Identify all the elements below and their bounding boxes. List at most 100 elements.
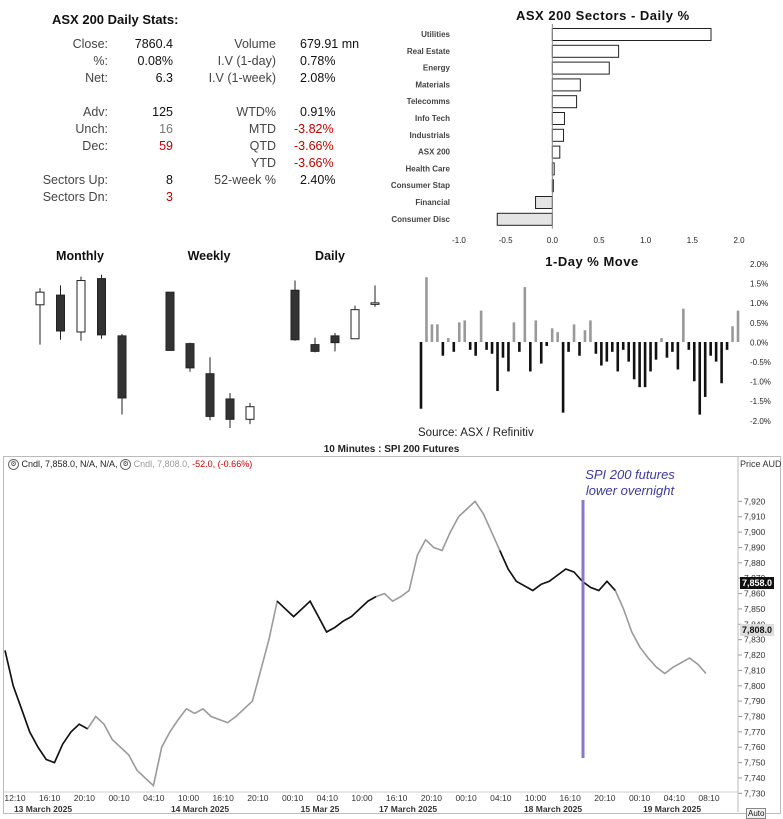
stat-label: I.V (1-day) [217, 54, 276, 68]
price-tick-label: 7,750 [744, 758, 766, 768]
auto-scale-button[interactable]: Auto [746, 808, 767, 819]
stat-label: Net: [85, 71, 108, 85]
legend-series2-value: 7,808.0, [157, 459, 190, 469]
candle-panel-title: Weekly [188, 249, 231, 263]
move-bar [589, 320, 592, 342]
sector-bar [535, 196, 553, 209]
move-bar [605, 342, 609, 362]
candle-body [56, 294, 65, 332]
move-bar [479, 310, 483, 342]
move-bar [550, 328, 554, 342]
move-bar [600, 342, 603, 366]
move-bar [529, 342, 532, 372]
sector-tick-label: -0.5 [499, 236, 513, 245]
candle-body [225, 398, 235, 420]
move-bar [736, 310, 740, 342]
chart-annotation: SPI 200 futures lower overnight [585, 467, 675, 498]
stat-value: 16 [159, 122, 173, 136]
move-bar [447, 338, 450, 342]
time-tick-label: 04:10 [143, 793, 165, 803]
move-bar [430, 324, 434, 342]
legend-series2-name: Cndl, [133, 459, 155, 469]
move-bar [496, 342, 499, 392]
price-tick-label: 7,860 [744, 589, 766, 599]
move-tick-label: -0.5% [750, 358, 771, 367]
move-bar [572, 324, 576, 342]
candle-body [205, 373, 215, 417]
move-bar [649, 342, 652, 372]
time-tick-label: 16:10 [560, 793, 582, 803]
stat-value: 679.91 mn [300, 37, 360, 51]
sector-label: Health Care [406, 164, 451, 173]
candlestick-panels: Monthly Weekly Daily [35, 249, 380, 429]
move-bar [507, 342, 510, 372]
stat-value: 125 [152, 105, 173, 119]
source-note: Source: ASX / Refinitiv [418, 427, 534, 439]
move-bar [545, 342, 549, 346]
spi-futures-chart: 7,9207,9107,9007,8907,8807,8707,8607,850… [3, 456, 766, 814]
stat-label: %: [93, 54, 108, 68]
sector-label: Financial [415, 198, 450, 207]
move-tick-label: 0.0% [750, 338, 768, 347]
move-tick-label: 2.0% [750, 260, 768, 269]
candle-body [370, 302, 380, 305]
candle-body [350, 309, 360, 340]
stat-value: 0.08% [137, 54, 173, 68]
move-bar [720, 342, 723, 384]
date-label: 17 March 2025 [379, 804, 437, 814]
price-tick-label: 7,820 [744, 650, 766, 660]
time-tick-label: 04:10 [664, 793, 686, 803]
series-settings-icon[interactable]: ⚙ [8, 459, 19, 471]
price-tick-label: 7,730 [744, 788, 766, 798]
price-tick-label: 7,740 [744, 773, 766, 783]
price-tick-label: 7,920 [744, 496, 766, 506]
price-tick-label: 7,830 [744, 635, 766, 645]
move-bar [583, 330, 587, 342]
move-bar [714, 342, 718, 362]
one-day-move-chart: 1-Day % Move 2.0% 1.5% 1.0% 0.5% 0.0% -0.5% -1.… [419, 255, 771, 425]
move-bar [518, 342, 521, 352]
sector-bar [551, 78, 581, 92]
stat-label: 52-week % [214, 173, 276, 187]
price-tick-label: 7,880 [744, 558, 766, 568]
date-label: 18 March 2025 [524, 804, 582, 814]
stat-label: Sectors Up: [42, 173, 108, 187]
candle-panel-title: Monthly [56, 249, 104, 263]
series-settings-icon[interactable]: ⚙ [120, 459, 132, 471]
spi-active-segment [4, 650, 88, 764]
stat-value: 0.91% [300, 105, 336, 119]
move-tick-label: -1.5% [750, 397, 771, 406]
candle-body [310, 344, 320, 352]
time-tick-label: 16:10 [213, 793, 235, 803]
move-bar [457, 322, 461, 342]
date-label: 15 Mar 25 [301, 804, 340, 814]
move-bar [512, 322, 516, 342]
move-bar [698, 342, 702, 415]
move-bar [474, 342, 477, 356]
candle-body [35, 291, 45, 306]
sector-label: Real Estate [407, 47, 451, 56]
sector-label: Consumer Stap [391, 181, 450, 190]
sector-label: Telecomms [407, 97, 451, 106]
time-tick-label: 20:10 [594, 793, 616, 803]
move-bar [643, 342, 647, 388]
sector-tick-label: -1.0 [452, 236, 466, 245]
price-tick-label: 7,800 [744, 681, 766, 691]
move-bar [654, 342, 658, 360]
price-tick-label: 7,850 [744, 604, 766, 614]
price-tick-label: 7,910 [744, 512, 766, 522]
time-tick-label: 10:00 [525, 793, 547, 803]
sector-label: Industrials [410, 131, 451, 140]
stat-label: WTD% [236, 105, 276, 119]
stat-value: 7860.4 [134, 37, 173, 51]
time-tick-label: 00:10 [455, 793, 477, 803]
price-tick-label: 7,770 [744, 727, 766, 737]
move-chart-title: 1-Day % Move [545, 255, 638, 269]
candle-body [185, 343, 195, 369]
price-axis-label: Price AUD [740, 459, 782, 469]
sector-label: Energy [423, 64, 451, 73]
move-bar [709, 342, 712, 356]
candle-body [97, 278, 106, 336]
prev-price-box: 7,808.0 [740, 624, 775, 636]
move-bar [436, 324, 439, 342]
